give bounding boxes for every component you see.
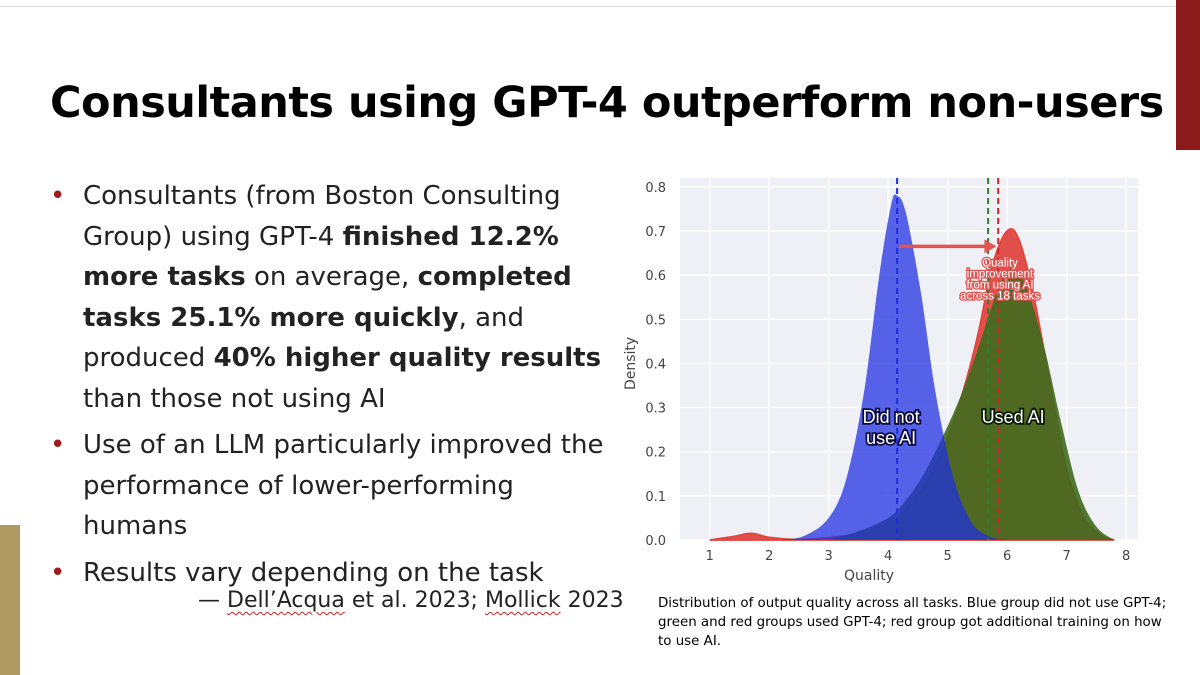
bullet-bold-text: completed tasks 25.1% more quickly — [83, 262, 572, 333]
x-tick-label: 3 — [825, 549, 833, 564]
y-axis-label: Density — [623, 337, 639, 390]
y-tick-label: 0.8 — [645, 181, 666, 196]
y-tick-label: 0.1 — [645, 490, 666, 505]
citation-prefix: — — [198, 588, 227, 613]
citation-author-2: Mollick — [484, 588, 561, 613]
y-tick-label: 0.3 — [645, 402, 666, 417]
axis-ticks: 1 2 3 4 5 6 7 8 0.0 0.1 0.2 0.3 0.4 0.5 0.6 0.7 0.8 — [645, 181, 1130, 564]
bullet-item: Results vary depending on the task — [50, 553, 610, 594]
x-tick-label: 6 — [1003, 549, 1011, 564]
quality-improvement-label: Quality — [982, 257, 1018, 269]
density-chart: 1 2 3 4 5 6 7 8 0.0 0.1 0.2 0.3 0.4 0.5 0.6 0.7 0.8 Qual… — [623, 178, 1138, 584]
bullet-text: on average, — [245, 262, 418, 292]
bullet-text: Use of an LLM particularly improved the … — [83, 430, 604, 541]
bullet-text: Results vary depending on the task — [83, 557, 544, 588]
x-tick-label: 4 — [884, 549, 892, 564]
bullet-bold-text: finished 12.2% more tasks — [83, 221, 559, 293]
y-tick-label: 0.6 — [645, 269, 666, 284]
quality-improvement-label: improvement — [967, 268, 1034, 280]
did-not-use-ai-label: Did not — [863, 407, 920, 427]
bullet-list: Consultants (from Boston Consulting Grou… — [50, 176, 610, 599]
y-tick-label: 0.5 — [645, 313, 666, 328]
chart-caption: Distribution of output quality across al… — [658, 596, 1167, 649]
bullet-bold-text: 40% higher quality results — [213, 343, 602, 373]
citation-author-1: Dell’Acqua — [227, 588, 345, 613]
y-tick-label: 0.4 — [645, 357, 666, 372]
top-divider — [0, 6, 1180, 7]
x-tick-label: 7 — [1062, 549, 1070, 564]
mean-lines — [896, 178, 1000, 540]
density-area-green — [828, 268, 1115, 540]
y-tick-label: 0.0 — [645, 534, 666, 549]
density-area-blue — [781, 194, 1008, 541]
x-axis-label: Quality — [844, 568, 894, 584]
x-tick-label: 2 — [765, 549, 773, 564]
x-tick-label: 8 — [1122, 549, 1130, 564]
quality-improvement-label: from using AI — [966, 279, 1033, 291]
density-areas — [709, 194, 1115, 541]
bullet-text: than those not using AI — [83, 383, 386, 414]
slide-title: Consultants using GPT-4 outperform non-u… — [50, 78, 1164, 128]
citation: — Dell’Acqua et al. 2023; Mollick 2023 — [198, 588, 624, 613]
y-tick-label: 0.2 — [645, 446, 666, 461]
left-accent-bar — [0, 525, 20, 675]
right-accent-bar — [1176, 0, 1200, 150]
quality-improvement-label: across 18 tasks — [960, 290, 1040, 302]
citation-suffix: 2023 — [560, 588, 624, 613]
did-not-use-ai-label: use AI — [866, 428, 916, 448]
improvement-arrow-head — [984, 239, 997, 254]
bullet-text: Consultants (from Boston Consulting Grou… — [83, 181, 561, 252]
used-ai-label: Used AI — [982, 407, 1045, 427]
y-tick-label: 0.7 — [645, 225, 666, 240]
x-tick-label: 1 — [706, 549, 714, 564]
bullet-text: , and produced — [83, 302, 525, 374]
citation-middle: et al. 2023; — [344, 588, 485, 613]
bullet-item: Consultants (from Boston Consulting Grou… — [50, 176, 610, 419]
bullet-item: Use of an LLM particularly improved the … — [50, 425, 610, 547]
x-tick-label: 5 — [944, 549, 952, 564]
